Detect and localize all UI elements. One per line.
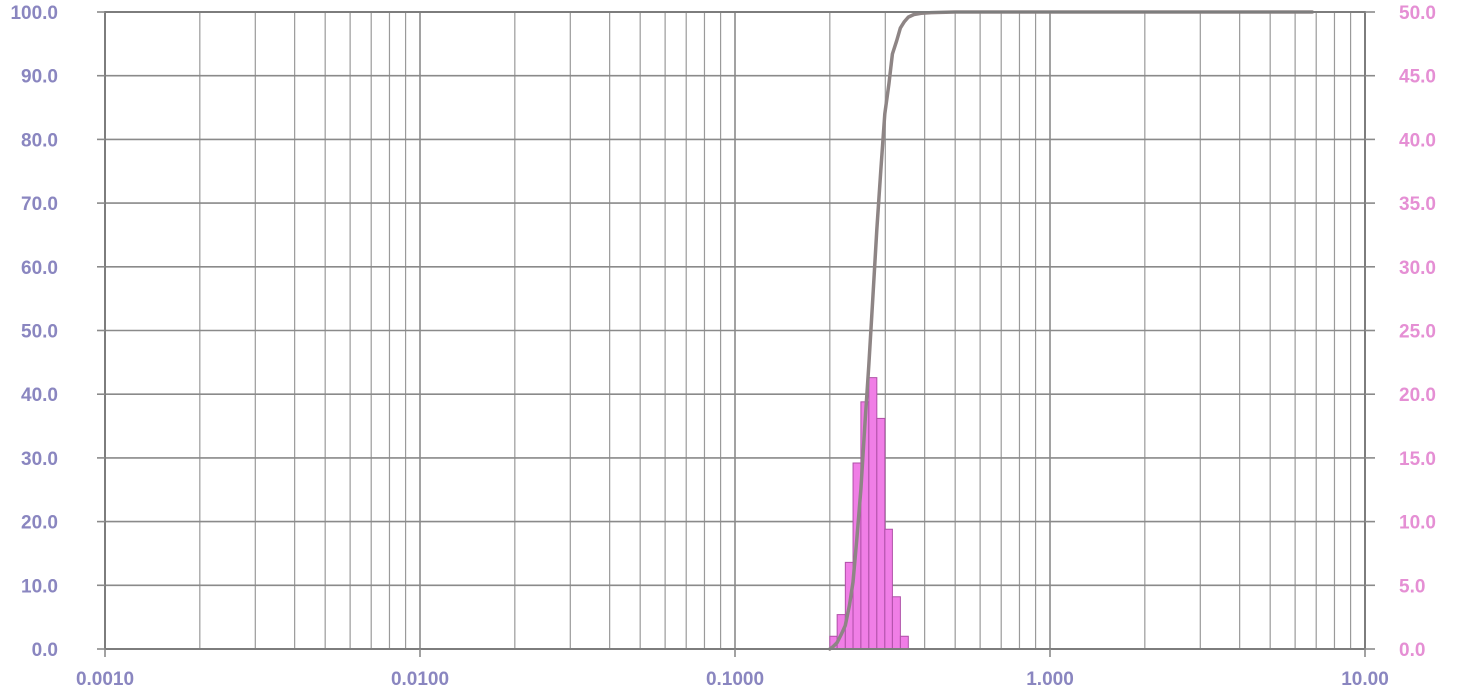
left-tick-label: 90.0	[21, 67, 58, 88]
right-tick-label: 10.0	[1399, 513, 1436, 534]
histogram-bar	[876, 417, 886, 650]
left-tick-label: 80.0	[21, 130, 58, 151]
right-tick-label: 40.0	[1399, 130, 1436, 151]
left-tick-label: 50.0	[21, 322, 58, 343]
x-tick-label: 10.00	[1341, 669, 1389, 690]
histogram-bar	[899, 635, 909, 650]
right-tick-label: 35.0	[1399, 194, 1436, 215]
right-tick-label: 30.0	[1399, 258, 1436, 279]
histogram-bar	[868, 377, 878, 650]
histogram-bar	[884, 528, 893, 650]
right-tick-label: 5.0	[1399, 576, 1425, 597]
right-tick-label: 20.0	[1399, 385, 1436, 406]
left-tick-label: 60.0	[21, 258, 58, 279]
left-tick-label: 10.0	[21, 576, 58, 597]
right-tick-label: 25.0	[1399, 322, 1436, 343]
left-tick-label: 100.0	[10, 3, 58, 24]
left-tick-label: 0.0	[32, 640, 58, 661]
x-axis-ticks: 0.0010 0.0100 0.1000 1.000 10.00	[76, 649, 1389, 690]
right-axis-ticks: 0.0 5.0 10.0 15.0 20.0 25.0 30.0 35.0 40.0 45.0 50…	[1365, 3, 1436, 661]
x-tick-label: 1.000	[1026, 669, 1074, 690]
left-tick-label: 70.0	[21, 194, 58, 215]
right-tick-label: 50.0	[1399, 3, 1436, 24]
histogram-bar	[891, 596, 901, 650]
x-tick-label: 0.0100	[391, 669, 449, 690]
left-axis-ticks: 0.0 10.0 20.0 30.0 40.0 50.0 60.0 70.0 80.0 90.0 1…	[10, 3, 105, 661]
x-tick-label: 0.1000	[706, 669, 764, 690]
right-tick-label: 15.0	[1399, 449, 1436, 470]
histogram-bars	[829, 377, 909, 650]
x-tick-label: 0.0010	[76, 669, 134, 690]
right-tick-label: 45.0	[1399, 67, 1436, 88]
chart-grid	[104, 11, 1365, 650]
right-tick-label: 0.0	[1399, 640, 1425, 661]
left-tick-label: 40.0	[21, 385, 58, 406]
left-tick-label: 30.0	[21, 449, 58, 470]
left-tick-label: 20.0	[21, 513, 58, 534]
